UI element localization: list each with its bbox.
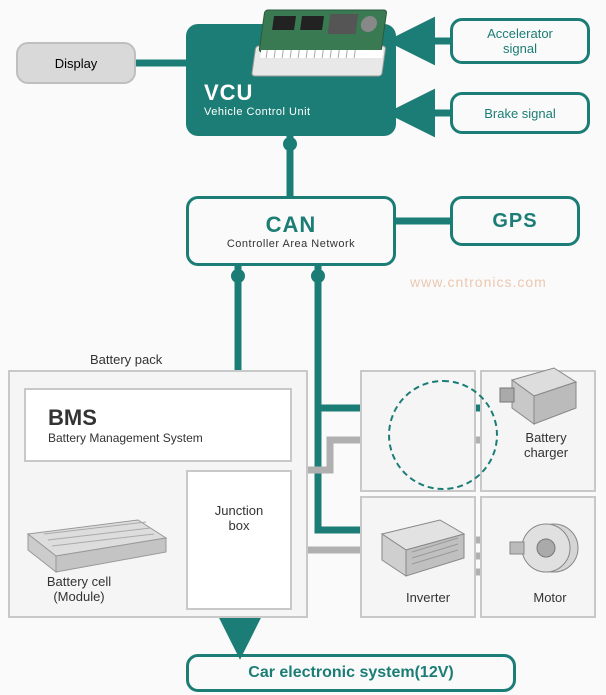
battery-cell-icon	[18, 490, 168, 576]
motor-label-box: Motor	[520, 590, 580, 605]
inverter-label-box: Inverter	[388, 590, 468, 605]
node-display: Display	[16, 42, 136, 84]
battery-charger-icon	[498, 354, 584, 428]
inverter-icon	[370, 506, 470, 582]
node-gps: GPS	[450, 196, 580, 246]
watermark-text: www.cntronics.com	[410, 274, 547, 290]
motor-icon	[502, 512, 588, 584]
battery-cell-label-box: Battery cell (Module)	[24, 574, 134, 604]
bms-title: BMS	[48, 405, 97, 431]
vcu-hardware-icon	[246, 2, 396, 86]
brake-label: Brake signal	[484, 106, 556, 121]
diagram-canvas: Display VCU Vehicle Control Unit Acceler…	[0, 0, 606, 695]
node-car-electronic: Car electronic system(12V)	[186, 654, 516, 692]
junction-box-cell	[186, 470, 292, 610]
node-brake: Brake signal	[450, 92, 590, 134]
dashed-placeholder-circle	[388, 380, 498, 490]
charger-label-1: Battery	[525, 430, 566, 445]
battery-pack-label: Battery pack	[90, 352, 162, 367]
junction-label-2: box	[229, 518, 250, 533]
node-accelerator: Accelerator signal	[450, 18, 590, 64]
can-title: CAN	[266, 212, 317, 238]
node-bms: BMS Battery Management System	[24, 388, 292, 462]
battery-cell-label-1: Battery cell	[47, 574, 111, 589]
junction-label-box: Junction box	[192, 498, 286, 538]
bms-subtitle: Battery Management System	[48, 431, 203, 445]
node-can: CAN Controller Area Network	[186, 196, 396, 266]
inverter-label: Inverter	[406, 590, 450, 605]
junction-label-1: Junction	[215, 503, 263, 518]
gps-label: GPS	[492, 210, 537, 233]
accel-label-2: signal	[503, 41, 537, 56]
accel-label-1: Accelerator	[487, 26, 553, 41]
motor-label: Motor	[533, 590, 566, 605]
car-elec-label: Car electronic system(12V)	[248, 664, 453, 682]
charger-label-2: charger	[524, 445, 568, 460]
charger-label-box: Battery charger	[506, 430, 586, 460]
vcu-subtitle: Vehicle Control Unit	[204, 106, 311, 118]
can-subtitle: Controller Area Network	[227, 238, 355, 250]
battery-cell-label-2: (Module)	[53, 589, 104, 604]
display-label: Display	[55, 56, 98, 71]
